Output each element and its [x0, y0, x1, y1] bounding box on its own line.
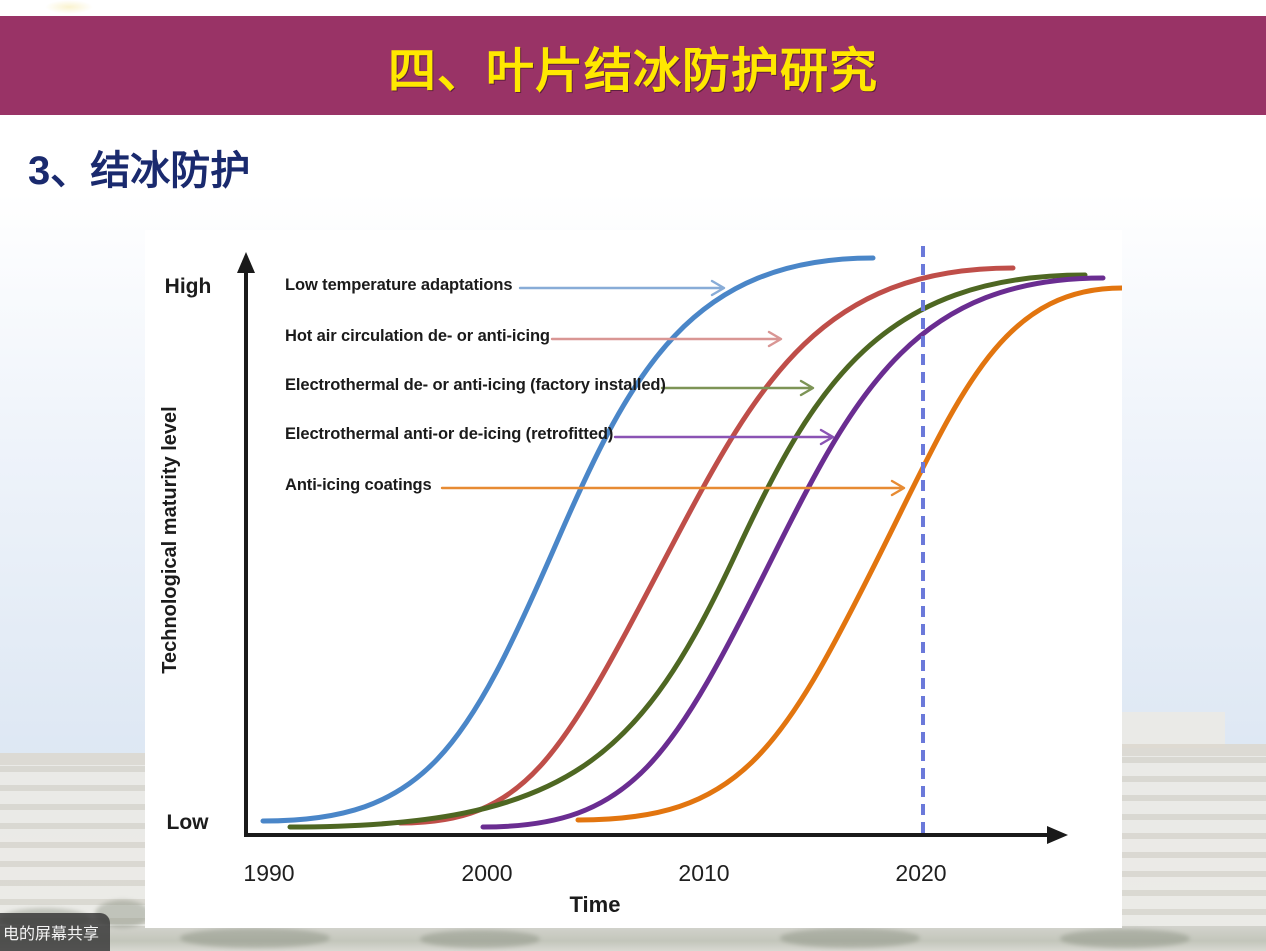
screen-share-label: 电的屏幕共享: [3, 926, 100, 943]
legend-label: Electrothermal de- or anti-icing (factor…: [285, 376, 666, 394]
slide-subtitle: 3、结冰防护: [28, 149, 251, 193]
y-axis-title: Technological maturity level: [159, 406, 181, 674]
series-curve-2: [397, 265, 1016, 826]
legend-label: Anti-icing coatings: [285, 476, 432, 494]
background-building-tower: [1119, 712, 1225, 748]
background-photo-strip: [0, 926, 1266, 951]
background-smudge: [45, 0, 93, 14]
x-axis-title: Time: [569, 892, 621, 917]
x-tick-label: 2020: [895, 860, 947, 886]
background-building-left: [0, 753, 147, 928]
chart: High Low Technological maturity level Ti…: [145, 230, 1122, 928]
background-tree: [420, 930, 540, 948]
slide-title-bar: 四、叶片结冰防护研究: [0, 16, 1266, 115]
legend-label: Electrothermal anti-or de-icing (retrofi…: [285, 425, 614, 443]
legend-label: Hot air circulation de- or anti-icing: [285, 327, 550, 345]
legend-arrow-icon: [518, 279, 726, 297]
background-building-right: [1119, 744, 1266, 928]
x-tick-label: 2000: [461, 860, 513, 886]
background-tree: [180, 928, 330, 948]
x-axis-arrowhead-icon: [1047, 826, 1068, 844]
series-curve-1: [260, 255, 876, 824]
screen-share-indicator: 电的屏幕共享: [0, 913, 110, 951]
series-curve-5: [575, 285, 1122, 823]
chart-canvas: [237, 246, 1122, 844]
series-curve-4: [480, 275, 1106, 830]
legend-label: Low temperature adaptations: [285, 276, 513, 294]
series-curve-3: [287, 272, 1088, 830]
y-axis-arrowhead-icon: [237, 252, 255, 273]
legend-arrow-icon: [440, 479, 906, 497]
x-tick-label: 1990: [243, 860, 295, 886]
background-tree: [1060, 929, 1190, 948]
background-tree: [780, 928, 920, 948]
y-axis-low-label: Low: [166, 811, 209, 834]
legend-arrow-icon: [660, 379, 815, 397]
legend-arrow-icon: [613, 428, 835, 446]
x-tick-label: 2010: [678, 860, 730, 886]
slide-title: 四、叶片结冰防护研究: [387, 44, 878, 98]
legend-arrow-icon: [550, 330, 783, 348]
y-axis-high-label: High: [164, 275, 212, 298]
